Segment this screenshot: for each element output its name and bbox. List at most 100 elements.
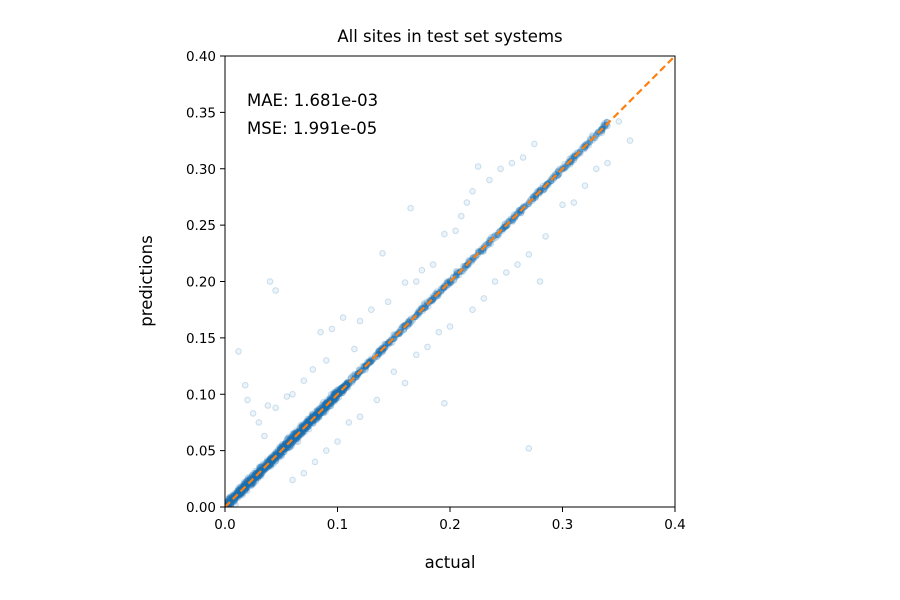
scatter-point [284, 444, 291, 451]
scatter-point [338, 389, 345, 397]
scatter-point [337, 389, 344, 396]
x-tick-label: 0.1 [327, 517, 348, 533]
scatter-point [320, 403, 327, 410]
scatter-point [559, 201, 566, 209]
scatter-point [255, 474, 262, 481]
scatter-point [458, 212, 465, 220]
scatter-point [324, 396, 331, 403]
scatter-point [312, 408, 319, 415]
scatter-point [276, 443, 283, 450]
scatter-point [266, 458, 273, 465]
scatter-point [337, 388, 344, 395]
scatter-point [320, 398, 327, 405]
scatter-point [287, 442, 295, 449]
scatter-point [323, 447, 330, 454]
scatter-point [336, 388, 343, 395]
scatter-point [287, 443, 294, 451]
scatter-point [514, 261, 521, 268]
scatter-point [401, 379, 409, 387]
scatter-point [302, 428, 309, 435]
y-axis-label: predictions [137, 235, 156, 326]
scatter-point [283, 444, 290, 451]
scatter-point [352, 372, 359, 379]
scatter-point [267, 463, 274, 470]
scatter-point [278, 453, 285, 460]
scatter-point [299, 428, 306, 435]
scatter-point [268, 459, 275, 466]
scatter-point [446, 323, 454, 330]
scatter-point [248, 482, 255, 489]
scatter-point [291, 429, 298, 436]
scatter-point [310, 420, 317, 427]
scatter-point [368, 306, 375, 314]
scatter-point [331, 388, 338, 396]
scatter-point [268, 460, 275, 467]
scatter-point [414, 309, 421, 317]
scatter-point [289, 434, 297, 442]
scatter-point [626, 137, 634, 144]
scatter-point [268, 461, 276, 468]
scatter-point [384, 298, 392, 306]
scatter-point [281, 449, 288, 456]
scatter-point [323, 357, 330, 364]
scatter-point [236, 483, 243, 490]
scatter-point [267, 458, 274, 465]
scatter-point [278, 451, 285, 458]
scatter-point [441, 230, 448, 238]
x-tick-label: 0.0 [214, 517, 235, 533]
scatter-point [441, 400, 448, 407]
scatter-point [305, 419, 312, 426]
scatter-point [452, 227, 459, 235]
scatter-point [327, 391, 334, 398]
y-tick-label: 0.15 [186, 331, 216, 347]
scatter-point [480, 295, 488, 302]
scatter-point [519, 154, 527, 161]
scatter-point [316, 414, 323, 421]
scatter-point [249, 481, 256, 488]
scatter-point [430, 295, 437, 302]
scatter-point [258, 473, 265, 480]
scatter-point [356, 413, 364, 421]
scatter-point [497, 165, 504, 173]
scatter-point [264, 402, 272, 409]
y-tick-label: 0.40 [186, 49, 216, 65]
scatter-point [392, 335, 399, 342]
scatter-point [509, 218, 516, 225]
scatter-point [293, 438, 300, 445]
scatter-point [336, 388, 344, 395]
scatter-point [290, 430, 297, 437]
scatter-point [311, 458, 319, 466]
scatter-point [278, 442, 285, 450]
scatter-point [243, 481, 250, 488]
scatter-point [331, 398, 339, 405]
scatter-point [581, 182, 589, 189]
scatter-point [231, 498, 238, 505]
scatter-point [345, 419, 353, 426]
scatter-point [335, 394, 343, 401]
y-tick-label: 0.05 [186, 444, 216, 460]
scatter-point [226, 493, 233, 500]
scatter-point [508, 159, 516, 167]
scatter-point [283, 437, 290, 444]
scatter-point [373, 396, 381, 404]
scatter-point [330, 391, 337, 398]
mse-annotation: MSE: 1.991e-05 [247, 119, 377, 138]
scatter-point [267, 462, 274, 469]
scatter-point [259, 460, 267, 467]
scatter-point [415, 311, 422, 318]
scatter-point [288, 433, 295, 440]
scatter-point [296, 424, 303, 431]
scatter-point [300, 469, 308, 477]
scatter-point [243, 481, 250, 488]
scatter-point [248, 482, 256, 489]
scatter-point [298, 431, 305, 438]
scatter-point [313, 417, 320, 424]
scatter-point [233, 487, 240, 494]
scatter-point [331, 389, 338, 396]
scatter-point [284, 435, 291, 442]
scatter-point [334, 386, 341, 393]
scatter-point [256, 464, 263, 471]
scatter-point [297, 421, 304, 428]
scatter-point [424, 343, 431, 351]
